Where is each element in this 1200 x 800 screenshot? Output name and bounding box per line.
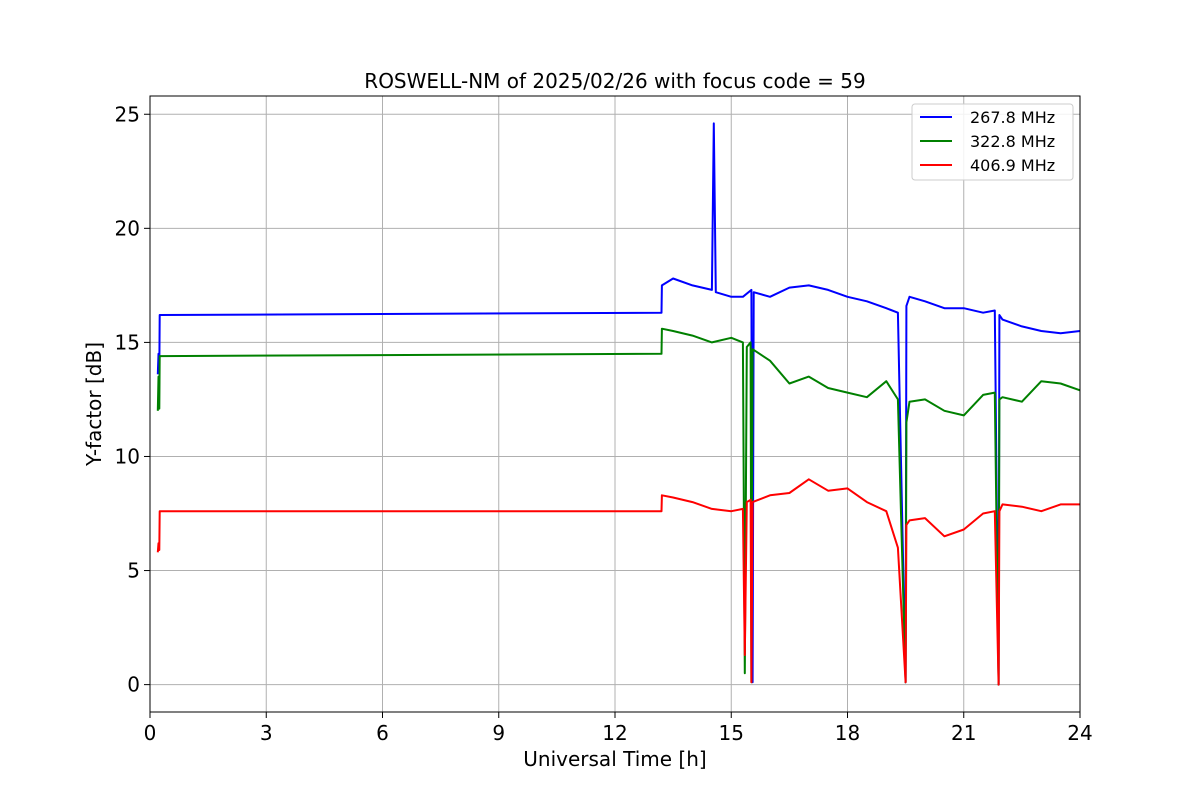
y-tick-label: 20 (115, 216, 140, 240)
x-tick-label: 12 (602, 721, 627, 745)
y-tick-label: 0 (127, 673, 140, 697)
series-line-0 (156, 122, 1081, 686)
y-tick-label: 10 (115, 444, 140, 468)
chart-title: ROSWELL-NM of 2025/02/26 with focus code… (364, 69, 865, 93)
y-tick-label: 15 (115, 330, 140, 354)
x-axis: 0 3 6 9 12 15 18 21 24 (144, 712, 1093, 745)
grid (149, 96, 1081, 712)
legend-box (911, 103, 1074, 181)
legend-entry: 406.9 MHz (970, 156, 1055, 175)
x-tick-label: 21 (951, 721, 976, 745)
series-lines (156, 122, 1081, 686)
legend: 267.8 MHz 322.8 MHz 406.9 MHz (911, 103, 1074, 181)
x-tick-label: 6 (376, 721, 389, 745)
legend-entry: 267.8 MHz (970, 108, 1055, 127)
y-axis-label: Y-factor [dB] (82, 342, 106, 467)
x-tick-label: 3 (260, 721, 273, 745)
y-tick-label: 25 (115, 102, 140, 126)
x-tick-label: 15 (719, 721, 744, 745)
x-axis-label: Universal Time [h] (523, 747, 706, 771)
series-line-1 (156, 327, 1081, 686)
legend-entry: 322.8 MHz (970, 132, 1055, 151)
y-tick-label: 5 (127, 559, 140, 583)
y-axis: 0 5 10 15 20 25 (115, 102, 150, 697)
x-tick-label: 9 (492, 721, 505, 745)
x-tick-label: 18 (835, 721, 860, 745)
series-line-2 (156, 478, 1080, 686)
x-tick-label: 0 (144, 721, 157, 745)
x-tick-label: 24 (1067, 721, 1092, 745)
